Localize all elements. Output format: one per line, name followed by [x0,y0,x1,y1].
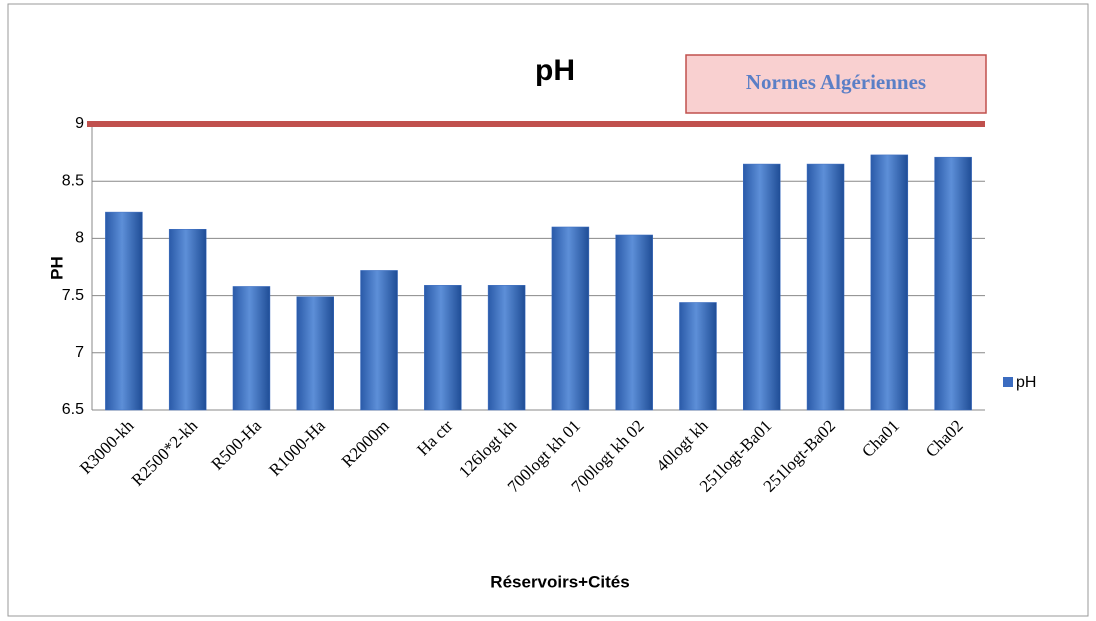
bar [870,154,909,411]
y-axis-label: PH [47,256,66,280]
y-tick-label: 7.5 [62,287,84,304]
x-axis-label: Réservoirs+Cités [490,572,629,591]
chart-title: pH [535,54,575,87]
bar [679,302,717,411]
bar [487,285,526,411]
bar [296,296,334,411]
bar [105,211,143,411]
bar [168,228,207,411]
bar [232,286,271,411]
y-tick-label: 8.5 [62,172,84,189]
y-tick-label: 8 [75,230,84,247]
bar [615,234,653,411]
annotation-box [685,54,987,114]
bar [424,285,462,411]
legend-label: pH [1016,374,1036,391]
y-tick-label: 7 [75,344,84,361]
bar [360,270,398,411]
bar [551,226,590,411]
annotation: Normes Algériennes [746,70,926,94]
bar [806,163,845,411]
bar [934,156,972,411]
legend-swatch [1003,377,1013,387]
y-tick-label: 9 [75,115,84,132]
bar [743,163,781,411]
y-tick-label: 6.5 [62,401,84,418]
